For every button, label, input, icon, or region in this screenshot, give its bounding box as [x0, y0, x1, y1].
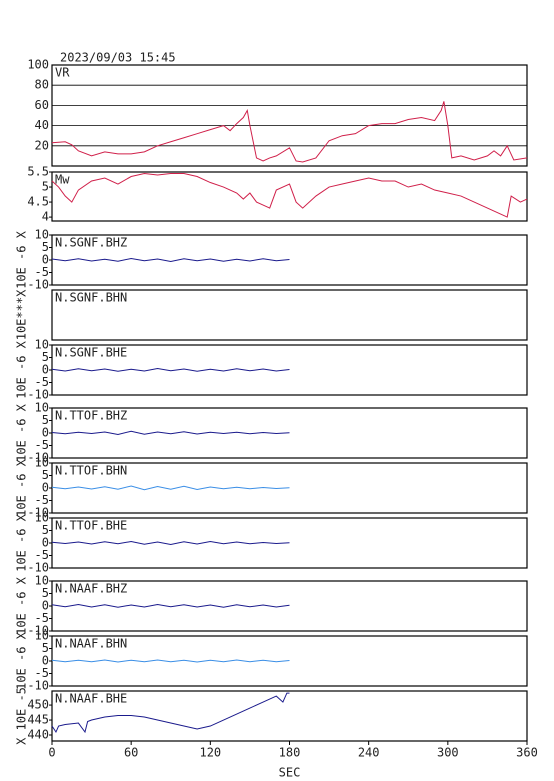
y-tick-label: 10: [35, 338, 49, 352]
y-axis-label: 10E -6 X: [15, 576, 29, 635]
data-line: [51, 101, 528, 163]
y-tick-label: 20: [35, 138, 49, 152]
panel-label: N.TTOF.BHE: [55, 519, 127, 533]
panel-label: VR: [55, 66, 70, 80]
y-axis-label: 10E -6 X: [15, 230, 29, 289]
x-tick-label: 60: [124, 746, 138, 760]
y-tick-label: 10: [35, 456, 49, 470]
data-line: [51, 692, 290, 734]
y-tick-label: 0: [42, 363, 49, 377]
y-tick-label: 10: [35, 629, 49, 643]
y-tick-label: -10: [27, 451, 49, 465]
x-tick-label: 0: [48, 746, 55, 760]
panel-label: Mw: [55, 173, 70, 187]
y-tick-label: -10: [27, 561, 49, 575]
x-tick-label: 120: [199, 746, 221, 760]
y-tick-label: -5: [35, 548, 49, 562]
y-tick-label: 0: [42, 599, 49, 613]
y-axis-label: 10E -6 X: [15, 340, 29, 399]
y-tick-label: -10: [27, 506, 49, 520]
data-line: [51, 603, 290, 608]
panel-label: N.SGNF.BHZ: [55, 236, 127, 250]
data-line: [51, 430, 290, 436]
data-line: [51, 485, 290, 491]
y-tick-label: -5: [35, 666, 49, 680]
y-tick-label: -5: [35, 438, 49, 452]
y-axis-label: 10E -6 X: [15, 403, 29, 462]
data-line: [51, 367, 290, 372]
y-tick-label: -10: [27, 278, 49, 292]
x-tick-label: 240: [358, 746, 380, 760]
panel-frame: [51, 64, 528, 167]
y-tick-label: 5: [42, 240, 49, 254]
y-tick-label: 5.5: [27, 165, 49, 179]
chart-title: 2023/09/03 15:45: [60, 51, 176, 65]
y-axis-label: X 10E -5: [15, 687, 29, 745]
data-line: [51, 172, 528, 218]
y-tick-label: 5: [42, 523, 49, 537]
y-tick-label: -5: [35, 611, 49, 625]
y-tick-label: 5: [42, 413, 49, 427]
y-tick-label: 0: [42, 654, 49, 668]
data-line: [51, 257, 290, 263]
y-tick-label: 10: [35, 401, 49, 415]
panel-label: N.TTOF.BHZ: [55, 409, 127, 423]
x-tick-label: 180: [279, 746, 301, 760]
panel-label: N.TTOF.BHN: [55, 464, 127, 478]
y-tick-label: 5: [42, 641, 49, 655]
y-tick-label: 450: [27, 698, 49, 712]
y-tick-label: -5: [35, 265, 49, 279]
y-tick-label: -5: [35, 493, 49, 507]
y-tick-label: 0: [42, 536, 49, 550]
y-tick-label: 10: [35, 511, 49, 525]
y-tick-label: -10: [27, 679, 49, 693]
y-tick-label: 445: [27, 713, 49, 727]
data-line: [51, 659, 290, 663]
y-tick-label: 5: [42, 180, 49, 194]
panel-label: N.SGNF.BHN: [55, 291, 127, 305]
y-tick-label: 40: [35, 118, 49, 132]
y-tick-label: 80: [35, 78, 49, 92]
y-axis-label: 10E -6 X: [15, 631, 29, 690]
y-tick-label: 0: [42, 253, 49, 267]
y-tick-label: 60: [35, 98, 49, 112]
data-line: [51, 540, 290, 546]
y-axis-label: 10E -6 X: [15, 513, 29, 572]
panel-label: N.NAAF.BHZ: [55, 582, 127, 596]
y-tick-label: 440: [27, 728, 49, 742]
y-tick-label: -5: [35, 375, 49, 389]
y-tick-label: 10: [35, 574, 49, 588]
panel-label: N.NAAF.BHE: [55, 692, 127, 706]
y-tick-label: 5: [42, 468, 49, 482]
y-tick-label: 0: [42, 426, 49, 440]
y-axis-label: 10E -6 X: [15, 458, 29, 517]
y-tick-label: 0: [42, 481, 49, 495]
y-tick-label: -10: [27, 624, 49, 638]
panel-label: N.SGNF.BHE: [55, 346, 127, 360]
x-axis-label: SEC: [279, 766, 301, 780]
y-tick-label: 5: [42, 586, 49, 600]
y-axis-label: 10E***X: [15, 289, 29, 340]
panel-frame: [51, 171, 528, 222]
y-tick-label: 5: [42, 350, 49, 364]
x-tick-label: 300: [437, 746, 459, 760]
panel-frame: [51, 289, 528, 341]
y-tick-label: -10: [27, 388, 49, 402]
x-tick-label: 360: [516, 746, 538, 760]
y-tick-label: 100: [27, 58, 49, 72]
panel-label: N.NAAF.BHN: [55, 637, 127, 651]
y-tick-label: 4: [42, 210, 49, 224]
y-tick-label: 4.5: [27, 195, 49, 209]
y-tick-label: 10: [35, 228, 49, 242]
